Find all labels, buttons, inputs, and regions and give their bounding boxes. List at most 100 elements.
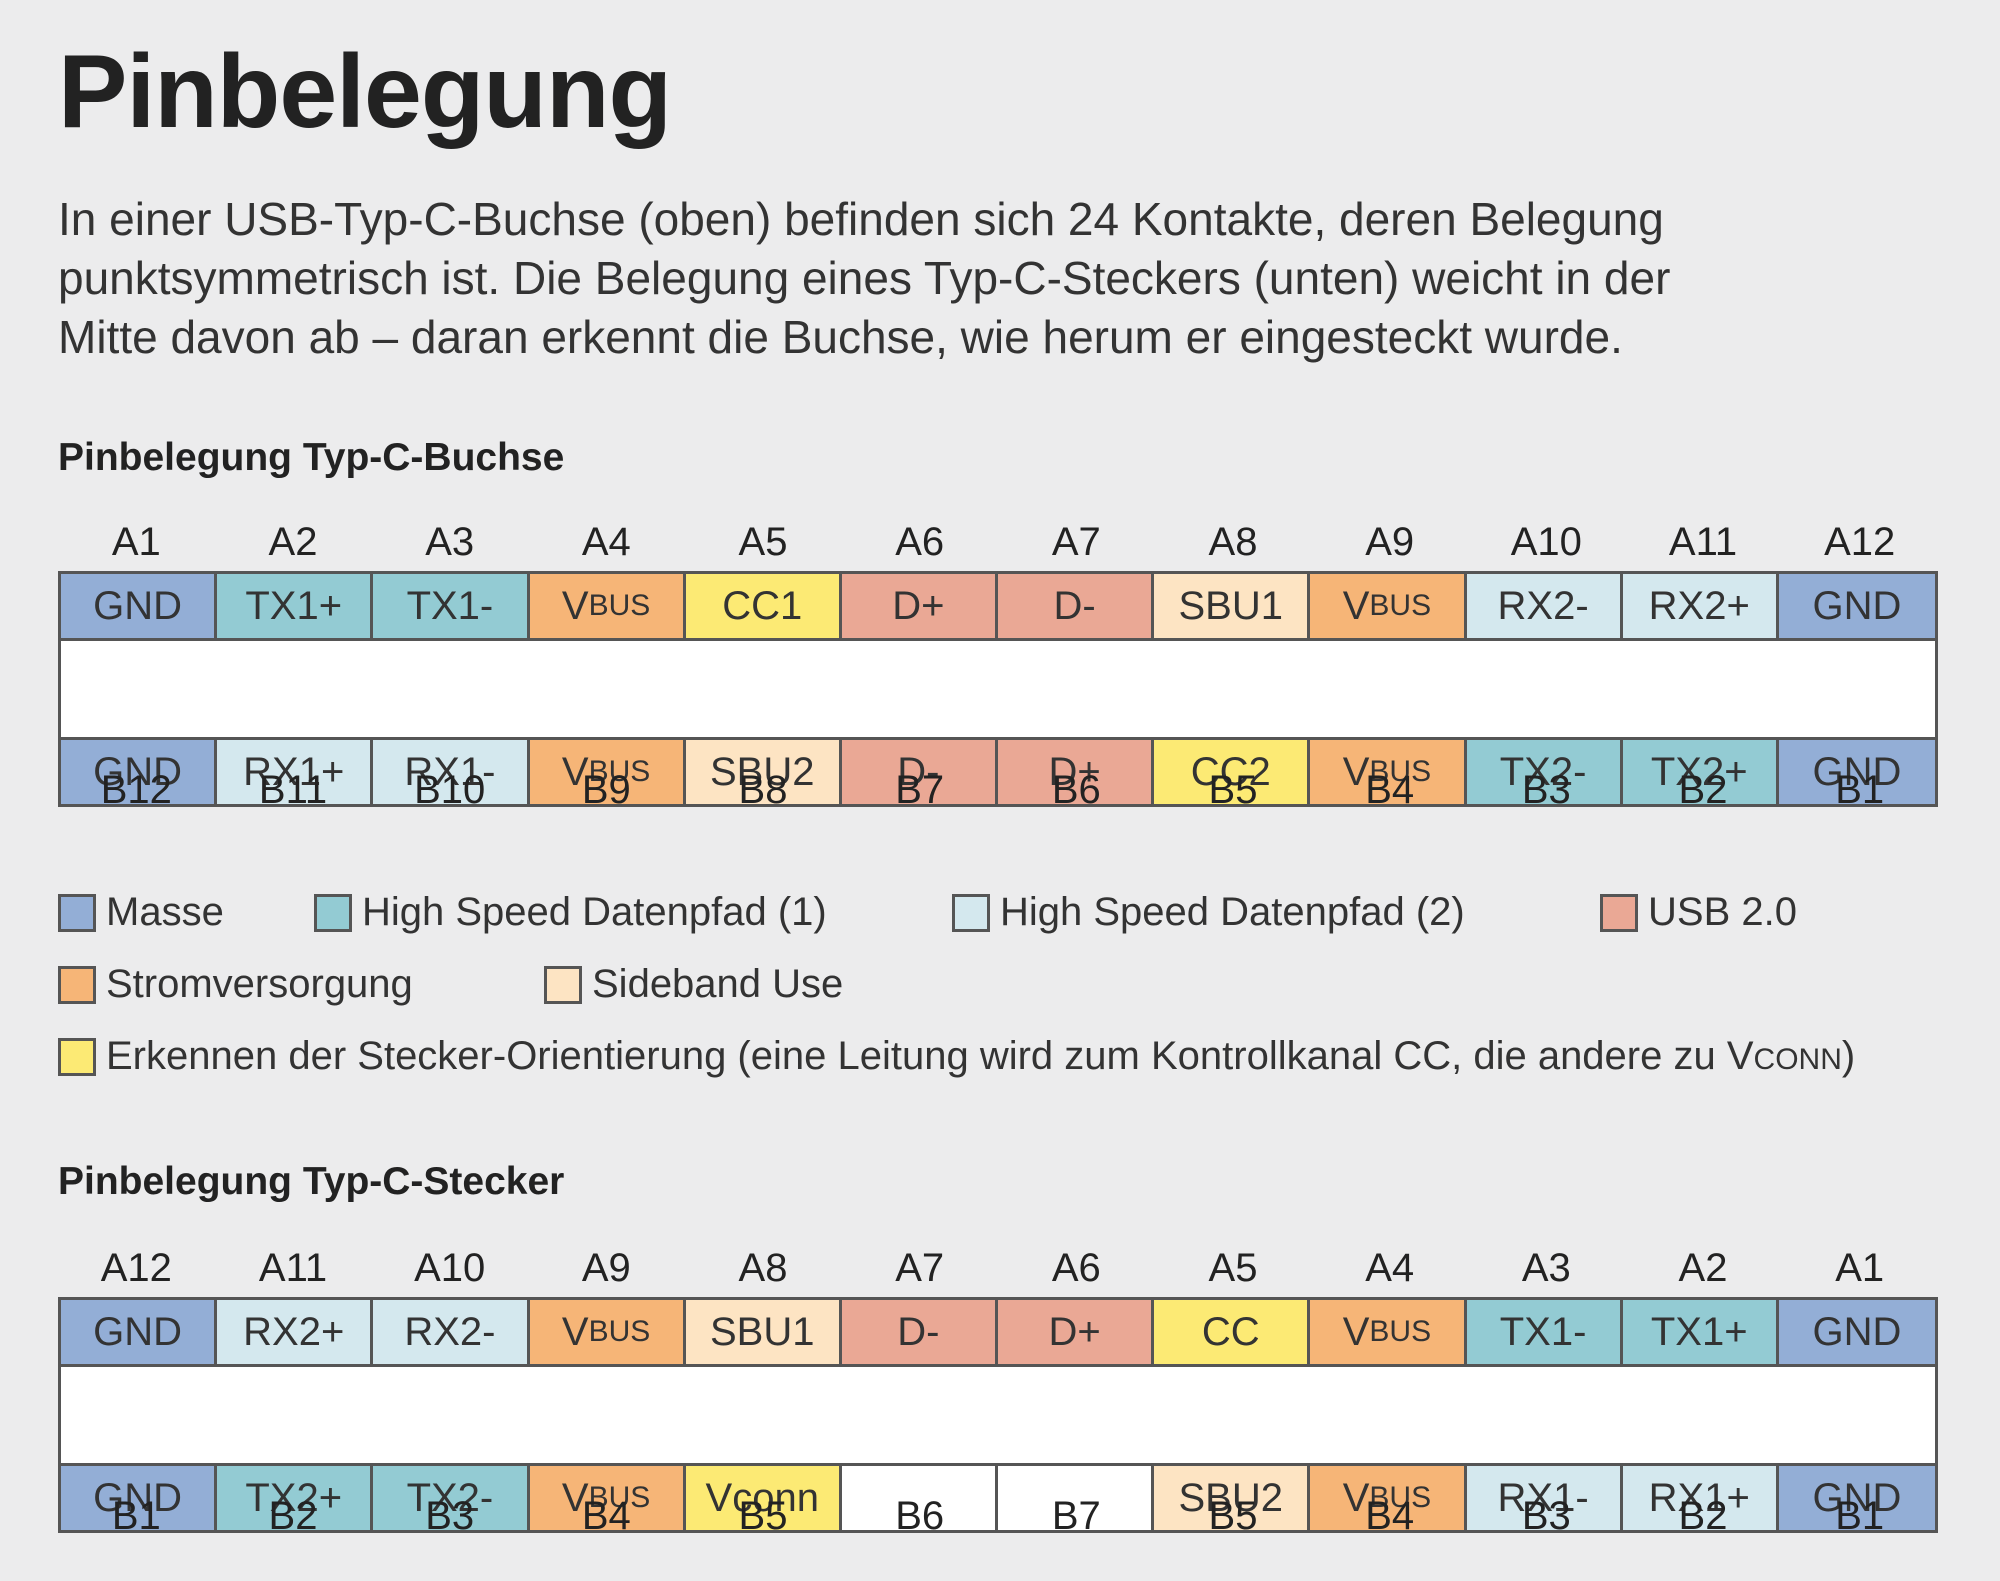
pin-cell: TX1- (373, 574, 530, 638)
pin-cell: GND (1778, 740, 1935, 804)
buchse-bottom-pin-labels: B12 B11 B10 B9 B8 B7 B6 B5 B4 B3 B2 B1 (58, 766, 1938, 814)
pin-signal: V (1342, 1309, 1370, 1354)
legend-swatch-hs2 (952, 893, 990, 932)
pin-cell: V BUS (529, 1300, 686, 1364)
pin-cell (998, 1466, 1155, 1530)
pin-cell: CC1 (685, 574, 842, 638)
pin-cell: V BUS (529, 1466, 686, 1530)
pin-cell: D+ (998, 1300, 1155, 1364)
pin-signal: D- (897, 749, 940, 794)
pin-signal-subscript: BUS (588, 1315, 651, 1348)
pin-label: B12 (100, 768, 172, 812)
pin-signal-subscript: BUS (1369, 755, 1432, 788)
page-title: Pinbelegung (58, 34, 672, 150)
pin-signal: D- (897, 1309, 940, 1354)
pin-signal: SBU2 (709, 749, 815, 794)
pin-label: B7 (895, 768, 945, 812)
buchse-pin-block: GND TX1+ TX1- V BUS CC1 D+ D- SBU1 V BUS RX2- RX2+ GN… (58, 571, 1938, 807)
pin-label: B1 (1835, 768, 1885, 812)
pin-signal: V (1342, 749, 1370, 794)
pin-cell: Vconn (685, 1466, 842, 1530)
pin-cell: GND (61, 740, 218, 804)
pin-cell: TX2+ (217, 1466, 374, 1530)
pin-cell: GND (61, 1466, 218, 1530)
pin-label: A5 (1208, 1246, 1258, 1290)
pin-signal: RX1- (404, 749, 496, 794)
pin-signal: D+ (1048, 749, 1101, 794)
pin-cell: CC (1154, 1300, 1311, 1364)
pin-label: B6 (895, 1494, 945, 1538)
legend-item-hs1: High Speed Datenpfad (1) (314, 890, 827, 935)
pin-signal-subscript: BUS (1369, 1315, 1432, 1348)
pin-signal: RX2- (404, 1309, 496, 1354)
legend-label: Sideband Use (592, 962, 844, 1006)
pin-label: B5 (1208, 768, 1258, 812)
pin-cell: GND (61, 1300, 218, 1364)
stecker-top-row: GND RX2+ RX2- V BUS SBU1 D- D+ CC V BUS TX1- TX1+ GND (61, 1300, 1935, 1367)
pin-signal: GND (93, 1475, 183, 1520)
stecker-bottom-pin-labels: B1 B2 B3 B4 B5 B6 B7 B5 B4 B3 B2 B1 (58, 1492, 1938, 1540)
pin-cell: TX1+ (217, 574, 374, 638)
pin-label: A12 (1824, 520, 1896, 564)
legend-label: High Speed Datenpfad (2) (1000, 890, 1465, 934)
pin-signal: V (561, 583, 589, 628)
pin-cell: RX2+ (1622, 574, 1779, 638)
pin-signal: SBU1 (1178, 583, 1283, 628)
pin-signal: V (561, 749, 589, 794)
intro-line: Mitte davon ab – daran erkennt die Buchs… (58, 311, 1623, 363)
legend-label: Masse (106, 890, 224, 934)
pin-label: B5 (738, 1494, 788, 1538)
pin-signal: RX2+ (243, 1309, 345, 1354)
legend-item-sbu: Sideband Use (544, 962, 843, 1007)
pin-label: A7 (895, 1246, 945, 1290)
pin-cell: RX1+ (217, 740, 374, 804)
buchse-bottom-row: GND RX1+ RX1- V BUS SBU2 D- D+ CC2 V BUS TX2- TX2+ GN… (61, 737, 1935, 804)
pin-cell: SBU1 (685, 1300, 842, 1364)
pin-signal: GND (93, 1309, 183, 1354)
pin-cell: RX2+ (217, 1300, 374, 1364)
pin-label: A7 (1051, 520, 1101, 564)
buchse-title: Pinbelegung Typ-C-Buchse (58, 436, 565, 479)
pin-signal: GND (93, 583, 183, 628)
pin-label: A11 (1668, 520, 1738, 564)
pin-cell: V BUS (1310, 1466, 1467, 1530)
intro-line: punktsymmetrisch ist. Die Belegung eines… (58, 252, 1671, 304)
pin-cell: V BUS (529, 574, 686, 638)
pin-signal: D+ (892, 583, 945, 628)
pin-label: A6 (1051, 1246, 1101, 1290)
pin-cell: D- (841, 1300, 998, 1364)
pin-label: A8 (1208, 520, 1258, 564)
pin-signal: RX1- (1497, 1475, 1589, 1520)
pin-cell: SBU2 (1154, 1466, 1311, 1530)
pin-signal-subscript: BUS (588, 1481, 651, 1514)
pin-cell: V BUS (1310, 1300, 1467, 1364)
pin-label: B3 (1521, 768, 1571, 812)
legend-swatch-cc (58, 1037, 96, 1076)
pin-cell: TX1+ (1622, 1300, 1779, 1364)
pin-label: B9 (581, 768, 631, 812)
pin-label: A11 (258, 1246, 328, 1290)
pin-label: A3 (1521, 1246, 1571, 1290)
pin-signal: V (1342, 583, 1370, 628)
pin-label: A6 (895, 520, 945, 564)
pin-label: B4 (1365, 768, 1415, 812)
pin-cell: V BUS (529, 740, 686, 804)
pin-cell: RX1+ (1622, 1466, 1779, 1530)
pin-signal: GND (1812, 583, 1902, 628)
pin-label: A5 (738, 520, 788, 564)
pin-cell: D- (841, 740, 998, 804)
pin-label: B8 (738, 768, 788, 812)
pin-cell (841, 1466, 998, 1530)
pin-label: B5 (1208, 1494, 1258, 1538)
pin-cell: GND (1778, 1300, 1935, 1364)
pin-cell: RX1- (1466, 1466, 1623, 1530)
pin-signal-subscript: BUS (588, 589, 651, 622)
pin-label: B4 (1365, 1494, 1415, 1538)
pin-label: A4 (581, 520, 631, 564)
pin-label: A10 (414, 1246, 486, 1290)
pin-signal: SBU1 (709, 1309, 815, 1354)
pin-cell: RX2- (1466, 574, 1623, 638)
legend-cc-subscript: CONN (1753, 1043, 1842, 1076)
legend-label: High Speed Datenpfad (1) (362, 890, 827, 934)
pin-cell: RX2- (373, 1300, 530, 1364)
